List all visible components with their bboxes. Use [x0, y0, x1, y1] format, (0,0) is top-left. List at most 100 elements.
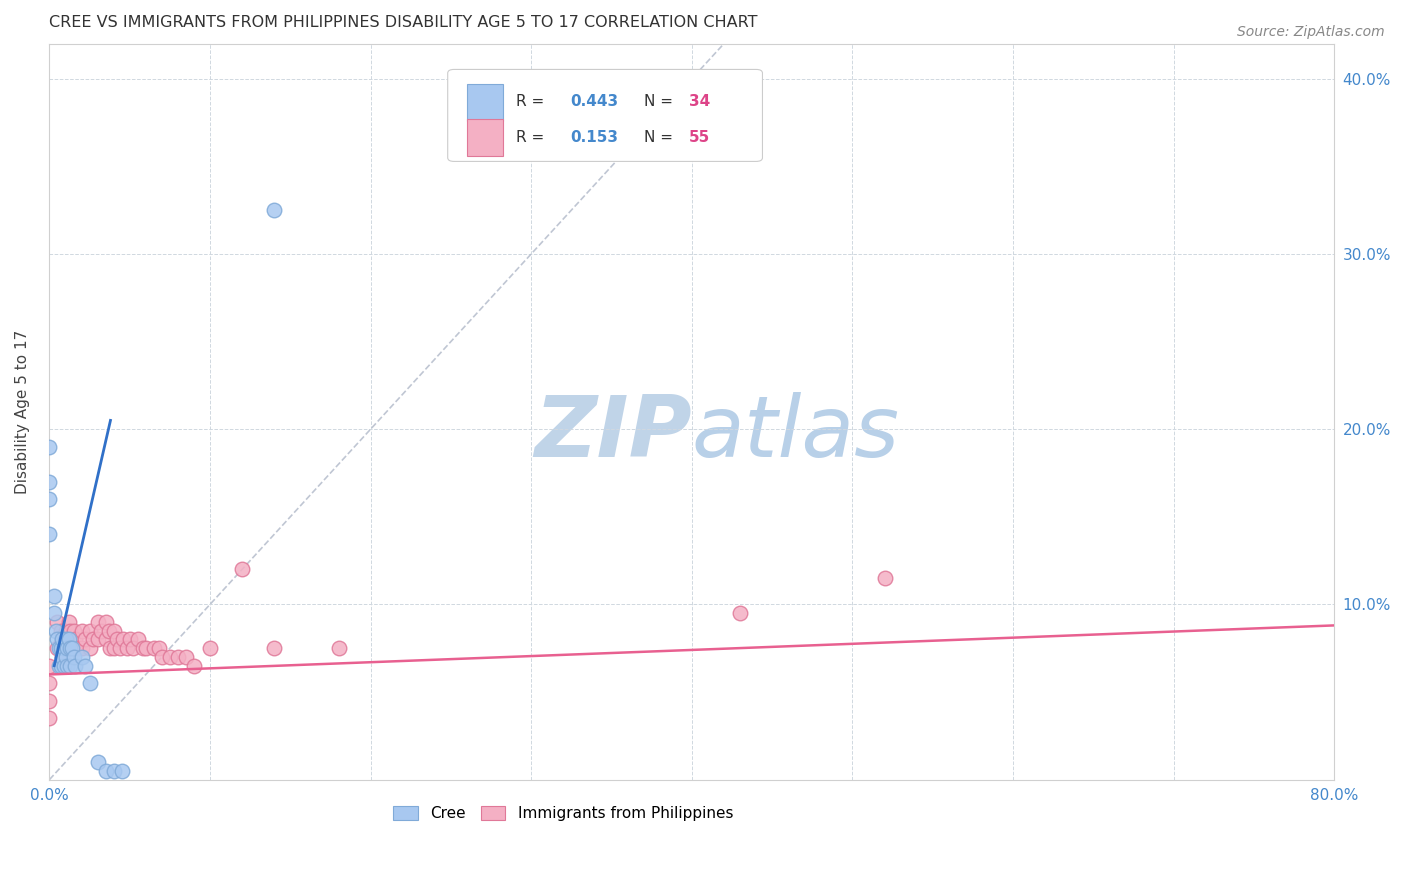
Point	[63, 658, 86, 673]
Point	[73, 658, 96, 673]
Text: Source: ZipAtlas.com: Source: ZipAtlas.com	[1237, 25, 1385, 39]
Text: N =: N =	[644, 129, 673, 145]
Point	[167, 649, 190, 664]
Point	[55, 624, 77, 638]
Text: atlas: atlas	[692, 392, 900, 475]
Point	[118, 632, 141, 647]
Point	[48, 641, 70, 656]
Point	[46, 632, 69, 647]
Point	[873, 571, 896, 585]
Point	[55, 632, 77, 647]
Point	[51, 632, 73, 647]
Point	[58, 615, 80, 629]
Point	[728, 606, 751, 620]
Point	[70, 649, 93, 664]
Point	[198, 641, 221, 656]
Text: R =: R =	[516, 129, 544, 145]
Point	[148, 641, 170, 656]
Point	[58, 632, 80, 647]
Point	[115, 641, 138, 656]
Point	[94, 764, 117, 778]
Point	[131, 641, 153, 656]
Point	[328, 641, 350, 656]
Point	[70, 641, 93, 656]
Point	[38, 527, 60, 541]
Text: 34: 34	[689, 95, 710, 110]
Point	[112, 632, 135, 647]
Point	[55, 649, 77, 664]
FancyBboxPatch shape	[447, 70, 762, 161]
Point	[100, 641, 122, 656]
Point	[52, 641, 75, 656]
Point	[44, 606, 66, 620]
Point	[97, 624, 120, 638]
Point	[46, 615, 69, 629]
Point	[38, 492, 60, 507]
Y-axis label: Disability Age 5 to 17: Disability Age 5 to 17	[15, 329, 30, 494]
Point	[38, 658, 60, 673]
Legend: Cree, Immigrants from Philippines: Cree, Immigrants from Philippines	[388, 799, 740, 827]
Point	[49, 658, 72, 673]
Point	[94, 632, 117, 647]
Point	[38, 694, 60, 708]
Point	[38, 475, 60, 489]
Text: N =: N =	[644, 95, 673, 110]
Point	[103, 624, 125, 638]
Point	[62, 641, 84, 656]
Text: 0.443: 0.443	[569, 95, 617, 110]
Point	[73, 632, 96, 647]
Point	[63, 632, 86, 647]
Text: ZIP: ZIP	[534, 392, 692, 475]
Point	[56, 658, 79, 673]
Point	[38, 676, 60, 690]
Point	[183, 658, 205, 673]
Point	[122, 641, 145, 656]
Point	[59, 641, 82, 656]
Text: 55: 55	[689, 129, 710, 145]
Point	[49, 641, 72, 656]
Point	[45, 624, 67, 638]
Point	[62, 624, 84, 638]
Point	[103, 641, 125, 656]
Point	[135, 641, 157, 656]
Point	[86, 632, 108, 647]
Point	[67, 641, 90, 656]
Point	[60, 641, 83, 656]
Point	[49, 624, 72, 638]
Point	[231, 562, 253, 576]
Point	[51, 632, 73, 647]
Point	[44, 589, 66, 603]
Point	[62, 649, 84, 664]
Point	[127, 632, 149, 647]
Point	[79, 624, 101, 638]
Point	[51, 649, 73, 664]
Point	[108, 641, 131, 656]
Point	[86, 755, 108, 769]
Point	[70, 624, 93, 638]
Point	[58, 632, 80, 647]
Point	[263, 641, 285, 656]
Point	[48, 658, 70, 673]
Point	[263, 203, 285, 218]
Point	[105, 632, 128, 647]
Point	[56, 641, 79, 656]
Point	[79, 641, 101, 656]
Point	[38, 440, 60, 454]
Point	[82, 632, 104, 647]
FancyBboxPatch shape	[467, 120, 503, 156]
Point	[46, 641, 69, 656]
Text: CREE VS IMMIGRANTS FROM PHILIPPINES DISABILITY AGE 5 TO 17 CORRELATION CHART: CREE VS IMMIGRANTS FROM PHILIPPINES DISA…	[49, 15, 758, 30]
Point	[159, 649, 181, 664]
Point	[52, 641, 75, 656]
Point	[86, 615, 108, 629]
Point	[38, 711, 60, 725]
Point	[103, 764, 125, 778]
Point	[59, 624, 82, 638]
Point	[150, 649, 173, 664]
Point	[174, 649, 197, 664]
Point	[94, 615, 117, 629]
Point	[51, 649, 73, 664]
Point	[90, 624, 112, 638]
Point	[59, 658, 82, 673]
Text: 0.153: 0.153	[569, 129, 617, 145]
